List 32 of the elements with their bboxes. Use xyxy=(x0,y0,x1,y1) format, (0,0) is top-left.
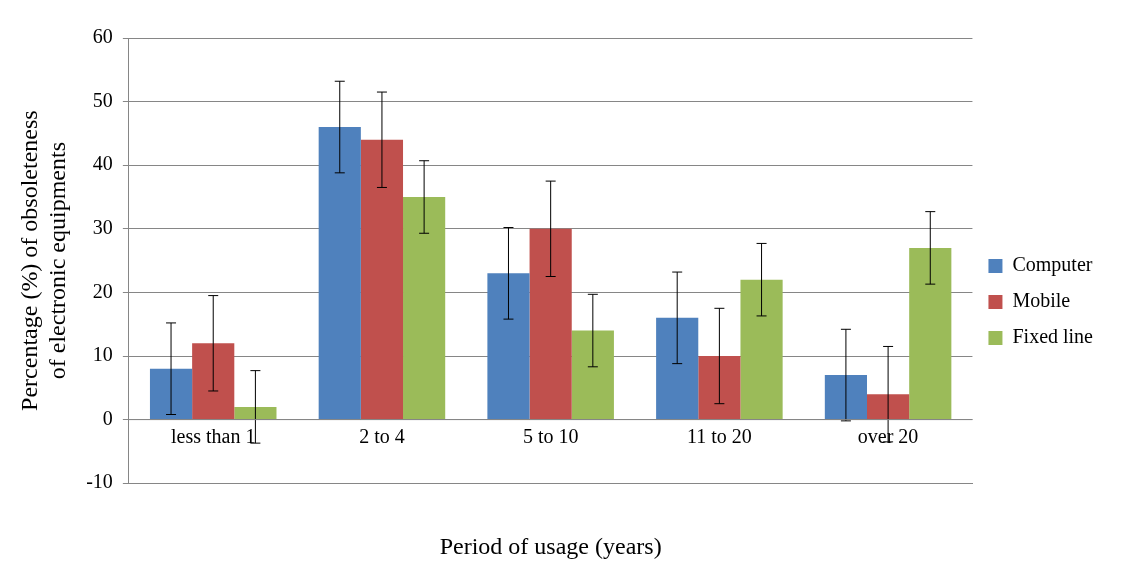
bar xyxy=(318,127,361,420)
x-axis-title: Period of usage (years) xyxy=(439,532,662,559)
bar xyxy=(403,197,446,420)
y-tick-label: 30 xyxy=(92,216,113,239)
bar xyxy=(571,330,614,420)
y-tick-label: 20 xyxy=(92,279,113,302)
bar xyxy=(234,406,277,420)
x-tick-label: 5 to 10 xyxy=(522,424,579,447)
bar xyxy=(656,317,699,420)
bar xyxy=(740,279,783,420)
y-tick-label: 50 xyxy=(92,88,113,111)
y-axis-title: Percentage (%) of obsoleteness of electronic equipments xyxy=(16,110,70,411)
bar xyxy=(909,247,952,420)
y-tick-label: 10 xyxy=(92,343,113,366)
bar xyxy=(867,394,910,420)
bar xyxy=(698,356,741,420)
bar xyxy=(824,375,867,420)
legend-label: Computer xyxy=(1012,253,1093,277)
y-tick-label: 40 xyxy=(92,152,113,175)
bar xyxy=(360,139,404,420)
y-tick-label: -10 xyxy=(86,470,113,493)
x-tick-label: 2 to 4 xyxy=(359,424,405,447)
x-tick-label: 11 to 20 xyxy=(686,424,752,447)
y-tick-label: 0 xyxy=(102,406,113,429)
bar xyxy=(149,368,193,420)
bar xyxy=(487,273,530,420)
x-tick-label: less than 1 xyxy=(171,424,256,447)
y-tick-label: 60 xyxy=(92,25,113,48)
legend-label: Mobile xyxy=(1012,289,1071,312)
legend-label: Fixed line xyxy=(1012,325,1094,348)
bar xyxy=(529,228,572,420)
bar xyxy=(192,343,235,420)
